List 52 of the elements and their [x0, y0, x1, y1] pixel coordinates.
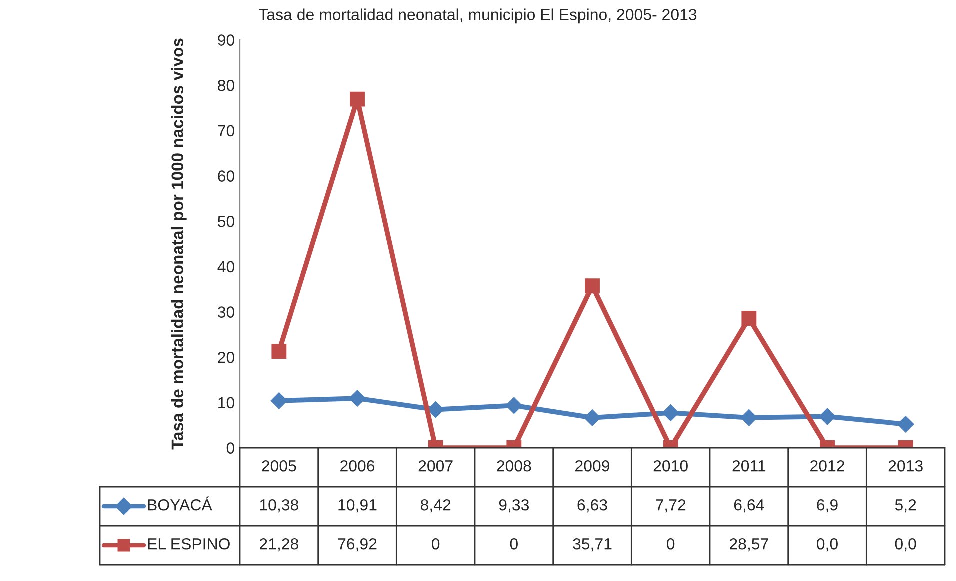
data-label: 10,38	[260, 499, 298, 513]
data-label: 6,63	[578, 499, 608, 513]
data-label: 7,72	[656, 499, 686, 513]
point	[662, 404, 680, 422]
x-tick-label: 2011	[732, 460, 766, 472]
data-label: 6,9	[817, 499, 838, 513]
data-label: 10,91	[338, 499, 377, 513]
data-label: 35,71	[573, 538, 612, 552]
point	[819, 408, 836, 426]
point	[349, 390, 366, 407]
y-axis-title: Tasa de mortalidad neonatal por 1000 nacidos vivos	[171, 38, 187, 450]
x-tick-label: 2010	[654, 460, 688, 472]
point	[584, 410, 601, 426]
x-tick-label: 2007	[418, 460, 453, 472]
point	[742, 311, 757, 326]
data-label: 8,42	[420, 499, 451, 513]
y-tick-label: 60	[218, 170, 235, 182]
data-label: 0	[510, 538, 518, 550]
y-tick-label: 50	[218, 216, 235, 228]
y-tick-label: 10	[218, 397, 235, 409]
data-label: 9,33	[499, 499, 530, 513]
data-label: 6,64	[734, 499, 764, 513]
point	[585, 278, 600, 294]
data-label: 0	[432, 538, 440, 550]
x-tick-label: 2006	[340, 460, 375, 472]
x-tick-label: 2012	[810, 460, 844, 472]
x-tick-label: 2005	[262, 460, 296, 472]
x-tick-label: 2009	[576, 460, 610, 472]
legend-label: EL ESPINO	[148, 538, 230, 550]
y-tick-label: 30	[218, 306, 235, 318]
data-label: 0,0	[895, 538, 916, 552]
data-label: 21,28	[260, 538, 298, 552]
y-tick-label: 40	[218, 261, 235, 273]
data-label: 28,57	[730, 538, 768, 552]
data-label: 76,92	[338, 538, 377, 552]
chart-title: Tasa de mortalidad neonatal, municipio El Espino, 2005- 2013	[259, 8, 697, 24]
point	[350, 92, 365, 107]
x-tick-label: 2013	[888, 460, 923, 472]
point	[506, 397, 523, 414]
point	[272, 344, 287, 359]
data-label: 0	[667, 538, 675, 550]
y-tick-label: 0	[226, 442, 235, 454]
data-label: 5,2	[895, 499, 916, 513]
y-tick-label: 90	[218, 34, 235, 46]
point	[897, 416, 914, 433]
x-tick-label: 2008	[497, 460, 532, 472]
y-tick-label: 20	[218, 352, 235, 364]
legend-label: BOYACÁ	[148, 496, 212, 511]
y-tick-label: 70	[218, 125, 235, 137]
y-tick-label: 80	[218, 80, 235, 92]
data-label: 0,0	[817, 538, 838, 552]
point	[270, 392, 288, 410]
